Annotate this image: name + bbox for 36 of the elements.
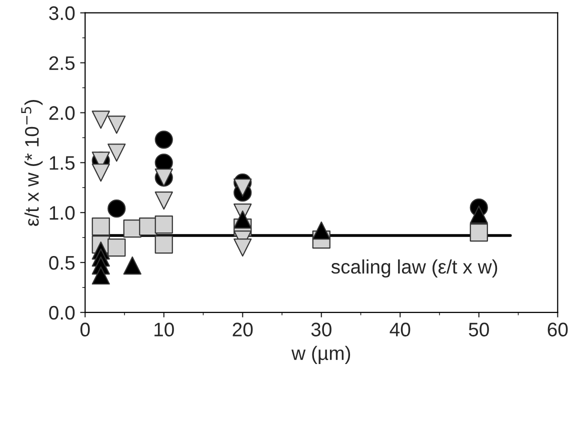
point [92, 217, 110, 236]
annotation: scaling law (ε/t x w) [331, 259, 498, 278]
point [234, 178, 252, 197]
point [108, 144, 126, 162]
x-tick-label: 10 [154, 322, 174, 336]
y-axis-title: ε/t x w (* 10$^{−5}$) [21, 100, 43, 226]
x-axis-title: w (µm) [291, 346, 350, 364]
y-tick-label: 2.5 [49, 56, 75, 70]
point [92, 110, 110, 129]
point [234, 210, 252, 229]
point [312, 221, 330, 240]
y-tick-label: 1.5 [50, 156, 75, 170]
x-tick-label: 50 [468, 322, 489, 336]
x-tick-label: 30 [311, 322, 332, 336]
y-tick-label: 3.0 [49, 6, 75, 20]
y-tick-label: 0.0 [49, 306, 75, 320]
point [154, 192, 173, 210]
x-tick-label: 40 [390, 322, 410, 336]
point [154, 130, 173, 149]
point [154, 235, 173, 254]
point [234, 238, 252, 257]
point [92, 266, 110, 285]
x-tick-label: 0 [80, 322, 90, 336]
x-tick-label: 20 [232, 322, 253, 336]
y-tick-label: 2.0 [49, 106, 75, 120]
point [470, 206, 488, 224]
point [108, 238, 126, 257]
point [92, 164, 110, 182]
y-tick-label: 0.5 [49, 256, 75, 270]
point [154, 215, 173, 234]
point [470, 223, 488, 242]
point [108, 116, 126, 134]
point [108, 200, 126, 218]
point [123, 256, 142, 275]
y-tick-label: 1.0 [50, 206, 75, 220]
x-tick-label: 60 [548, 322, 568, 336]
